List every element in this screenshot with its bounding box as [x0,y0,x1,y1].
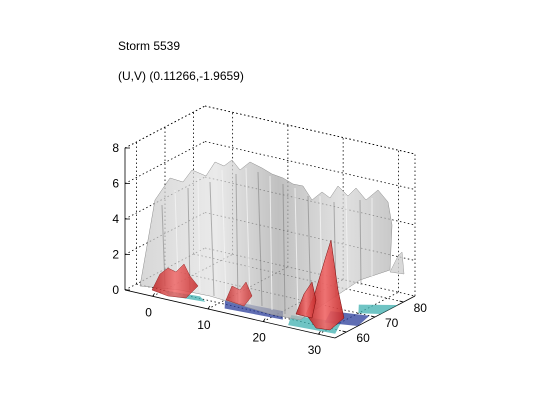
x-tick [262,318,266,322]
grid-line-z-left [124,141,206,184]
x-tick [318,330,321,335]
chart-title: Storm 5539 [118,39,181,53]
x-tick [207,305,211,310]
y-tick-label: 80 [414,301,428,315]
y-tick [399,300,404,303]
z-tick-label: 6 [112,177,119,191]
red-isosurface-mid [225,281,253,307]
z-tick-label: 0 [112,283,119,297]
y-tick [342,330,347,333]
x-tick-label: 0 [145,305,152,319]
red-isosurface-spike-large [305,239,345,331]
x-axis-line [124,289,336,339]
z-tick-label: 4 [112,212,119,226]
y-tick-label: 70 [385,316,399,330]
box-edge [124,105,206,149]
gray-isosurface-ridges [174,167,373,317]
x-tick [152,293,155,297]
ground-patch [358,304,398,314]
red-isosurface-left [151,263,199,299]
red-isosurface-spike-small [295,281,317,319]
box-edge [204,105,416,155]
x-tick-label: 20 [252,331,266,345]
y-tick-label: 60 [356,331,370,345]
chart-subtitle: (U,V) (0.11266,-1.9659) [118,69,244,83]
x-tick-label: 30 [308,343,322,357]
gray-side-spike [389,251,405,275]
x-tick-label: 10 [197,318,211,332]
z-tick-label: 2 [112,248,119,262]
gray-isosurface-shadows [161,171,362,319]
z-tick-label: 8 [112,141,119,155]
y-tick [370,315,376,318]
